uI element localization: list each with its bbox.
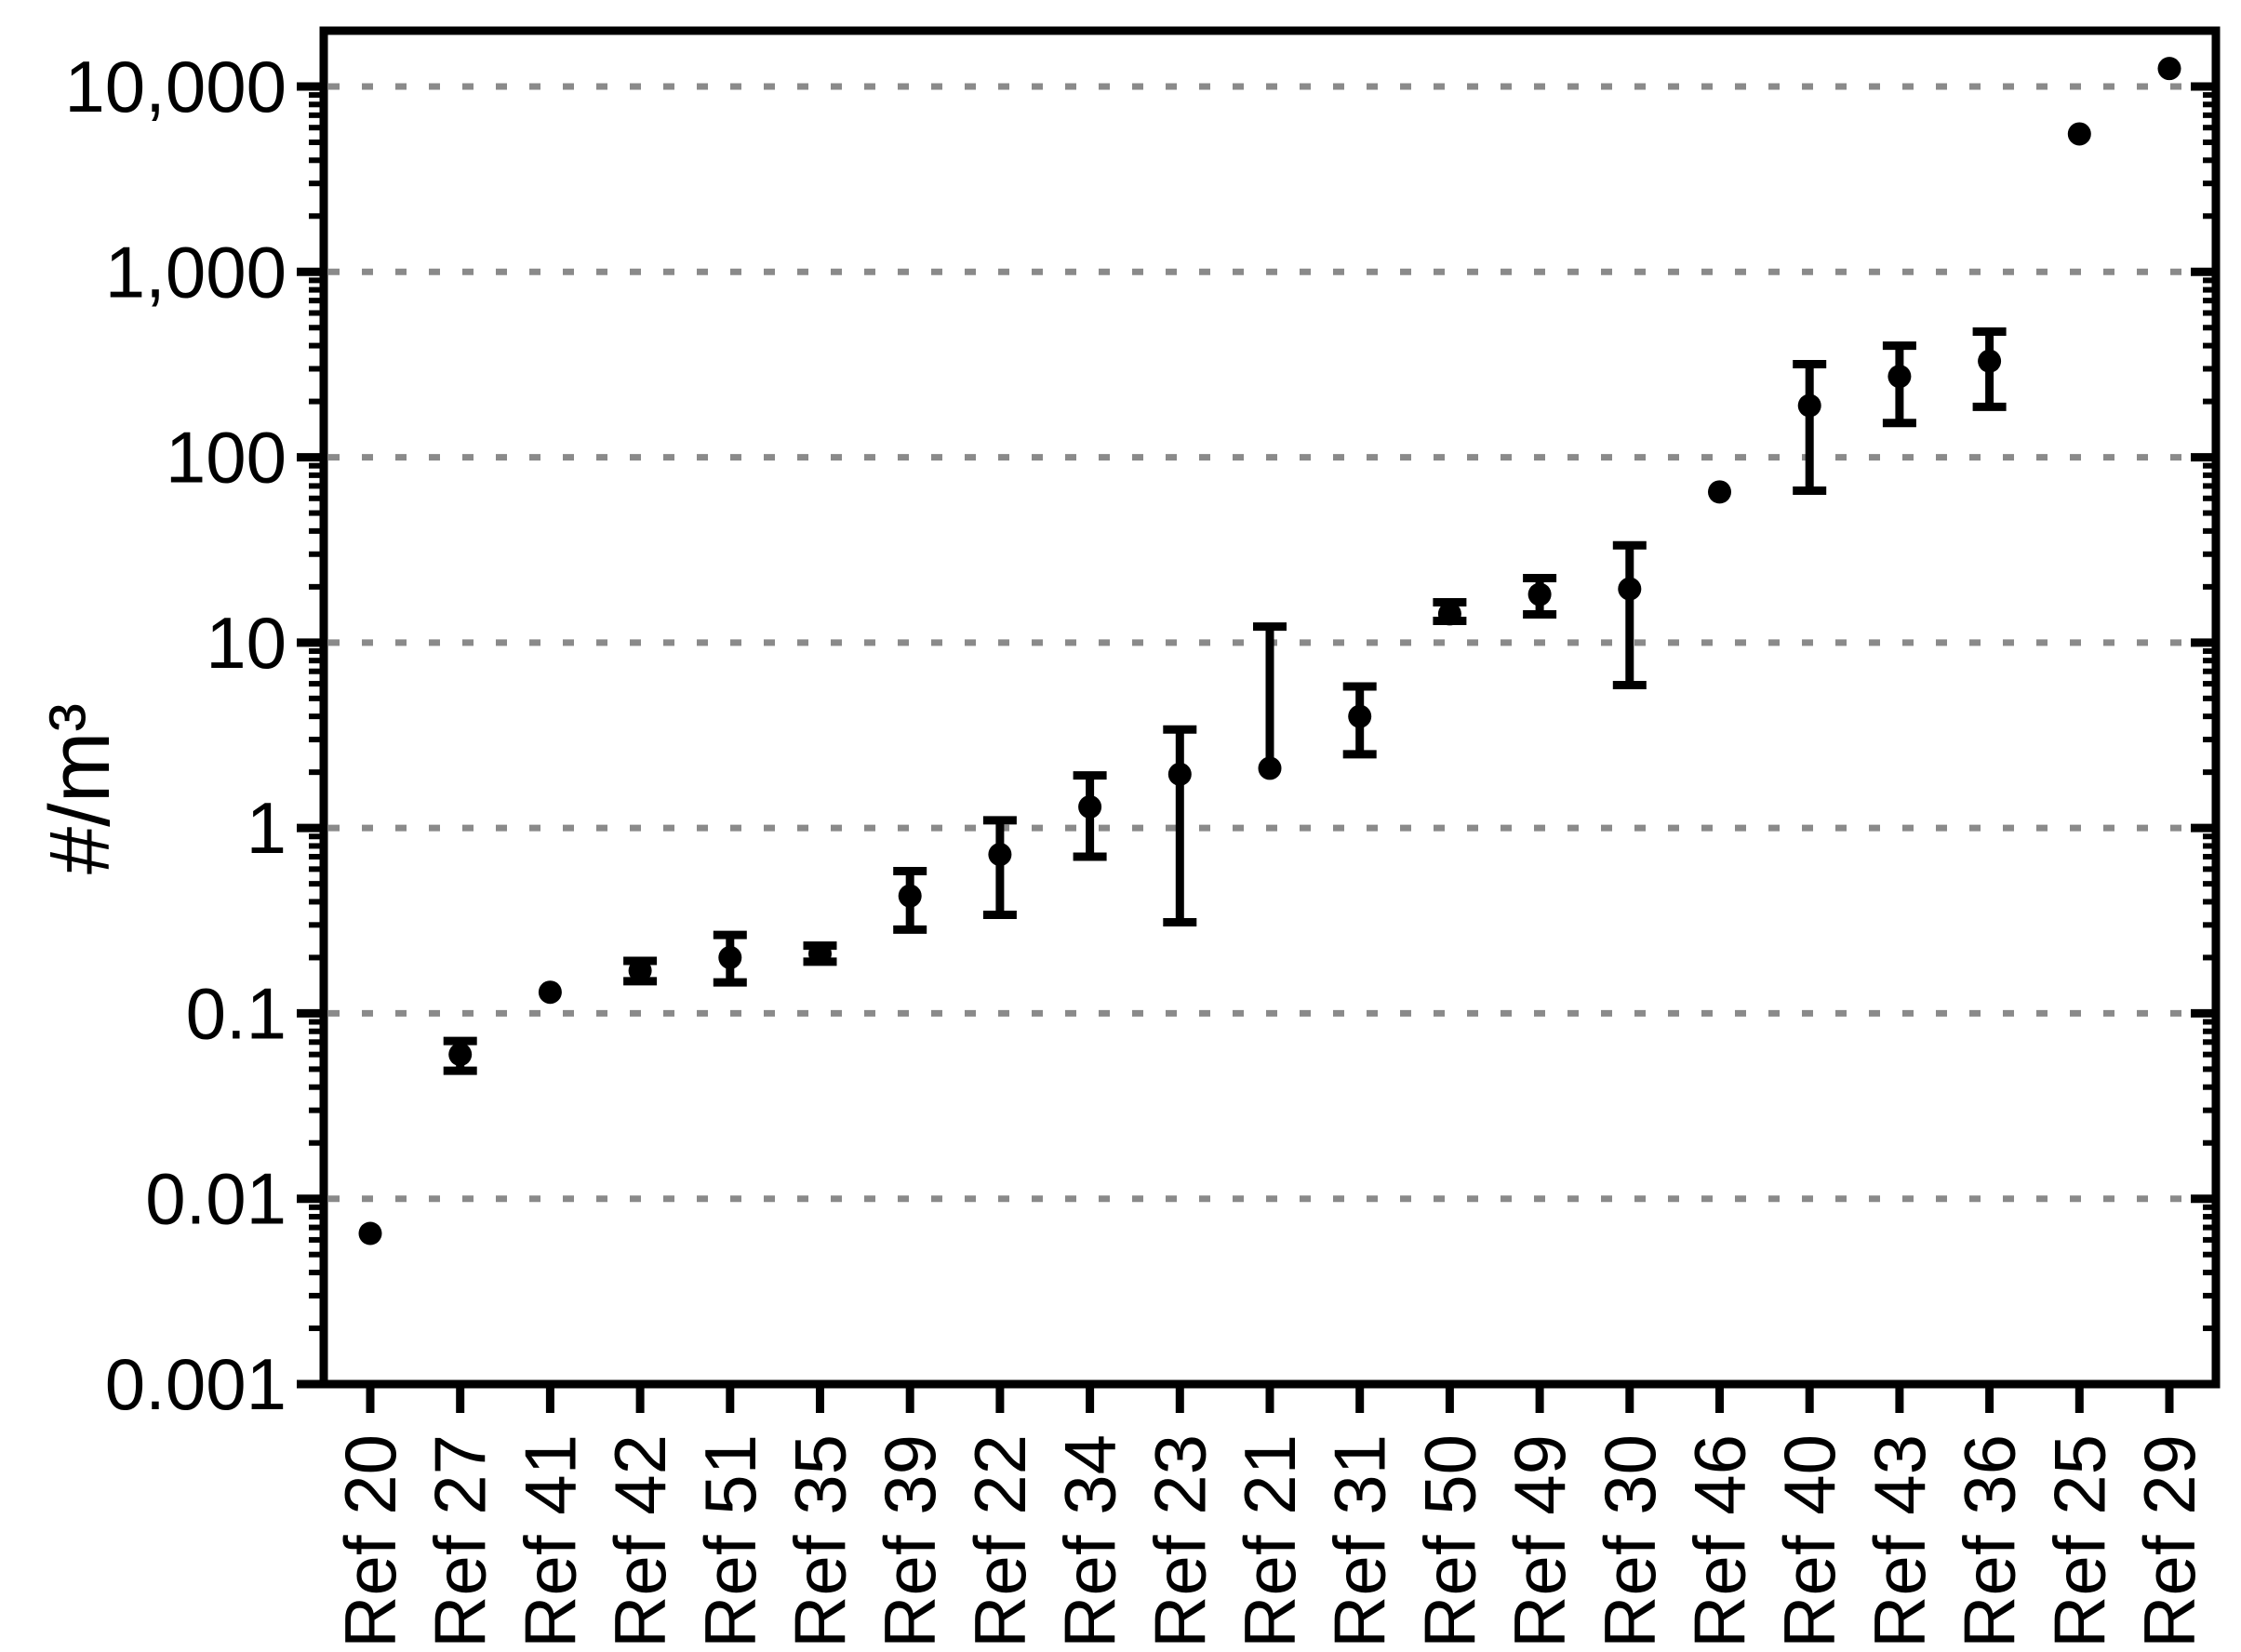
x-tick-label: Ref 41 — [509, 1434, 591, 1648]
data-point — [448, 1043, 473, 1067]
y-tick-label: 10 — [206, 602, 287, 684]
x-tick-label: Ref 20 — [329, 1434, 411, 1648]
x-tick-label: Ref 29 — [2128, 1434, 2210, 1648]
data-point — [1167, 762, 1192, 786]
data-point — [1527, 582, 1552, 606]
x-tick-label: Ref 25 — [2038, 1434, 2120, 1648]
x-tick-label: Ref 46 — [1679, 1434, 1761, 1648]
data-point — [1618, 577, 1642, 601]
data-point — [988, 843, 1012, 867]
y-tick-label: 0.01 — [145, 1158, 287, 1240]
y-tick-label: 1,000 — [105, 231, 287, 313]
data-point — [1437, 602, 1461, 626]
data-point — [1978, 349, 2002, 373]
x-tick-label: Ref 35 — [780, 1434, 861, 1648]
y-tick-label: 0.001 — [105, 1343, 287, 1425]
x-tick-label: Ref 50 — [1408, 1434, 1490, 1648]
x-tick-label: Ref 36 — [1949, 1434, 2031, 1648]
data-point — [538, 980, 562, 1005]
x-tick-label: Ref 31 — [1319, 1434, 1401, 1648]
data-point — [1258, 756, 1282, 780]
data-point — [2067, 122, 2091, 146]
data-point — [1078, 794, 1102, 819]
x-tick-label: Ref 34 — [1049, 1434, 1131, 1648]
data-point — [1348, 704, 1372, 728]
y-tick-label: 1 — [247, 787, 287, 869]
data-point — [808, 941, 832, 966]
data-point — [358, 1221, 382, 1246]
y-axis-label: #/m³ — [33, 703, 127, 874]
y-tick-label: 10,000 — [64, 46, 287, 127]
x-tick-label: Ref 51 — [689, 1434, 771, 1648]
x-tick-label: Ref 21 — [1229, 1434, 1311, 1648]
x-tick-label: Ref 27 — [420, 1434, 501, 1648]
data-point — [2157, 57, 2181, 81]
data-point — [718, 945, 742, 969]
data-point — [1797, 393, 1821, 418]
data-point — [1708, 480, 1731, 504]
x-tick-label: Ref 40 — [1768, 1434, 1850, 1648]
y-tick-label: 100 — [166, 417, 287, 499]
x-tick-label: Ref 39 — [869, 1434, 951, 1648]
x-tick-label: Ref 49 — [1499, 1434, 1581, 1648]
x-tick-label: Ref 43 — [1859, 1434, 1941, 1648]
data-point — [1888, 365, 1912, 389]
data-point — [898, 884, 922, 908]
x-tick-label: Ref 30 — [1589, 1434, 1671, 1648]
x-tick-label: Ref 42 — [599, 1434, 681, 1648]
data-point — [628, 959, 652, 983]
x-tick-label: Ref 22 — [959, 1434, 1041, 1648]
x-tick-label: Ref 23 — [1139, 1434, 1221, 1648]
y-tick-label: 0.1 — [186, 972, 287, 1054]
